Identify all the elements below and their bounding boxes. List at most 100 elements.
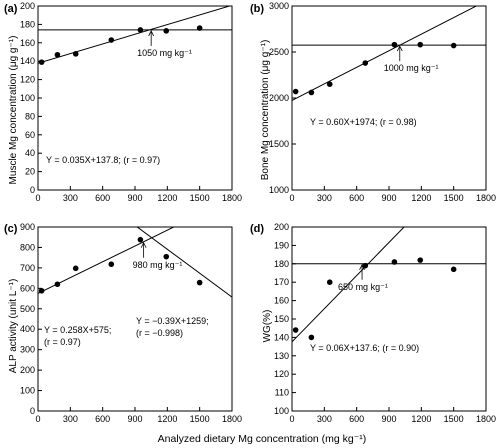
y-tick-label: 160 [20,38,35,48]
panel-c-label: (c) [4,223,18,235]
panel-a-marks [38,6,232,65]
data-point [54,51,61,58]
panel-a-breakpoint-label: 1050 mg kg⁻¹ [137,48,192,58]
y-tick-label: 120 [274,369,289,379]
x-tick-label: 0 [35,414,40,424]
panel-b-axes: 0 300 600 900 1200 1500 1800 1000 1500 2000 2500 30… [269,1,496,203]
y-tick-label: 170 [274,277,289,287]
panel-c-equation-2-line-2: (r = −0.998) [136,328,183,338]
data-point [163,28,170,34]
y-tick-label: 1000 [269,185,289,195]
x-tick-label: 900 [127,193,142,203]
x-tick-label: 300 [317,414,332,424]
x-tick-label: 300 [63,414,78,424]
x-tick-label: 300 [317,193,332,203]
data-point [196,279,203,286]
data-point [108,37,115,43]
figure-xlabel: Analyzed dietary Mg concentration (mg kg… [158,433,367,445]
x-tick-label: 600 [349,193,364,203]
y-tick-label: 2000 [269,93,289,103]
y-tick-label: 100 [20,386,35,396]
y-tick-label: 600 [20,283,35,293]
plot-frame [291,226,487,412]
data-point [308,89,315,96]
panel-a-equation: Y = 0.035X+137.8; (r = 0.97) [46,155,160,165]
data-point [292,327,299,333]
y-tick-label: 400 [20,324,35,334]
regression-line [38,227,175,294]
x-tick-label: 1500 [190,414,210,424]
y-tick-label: 110 [275,388,289,398]
panel-a-axes: 0 300 600 900 1200 1500 1800 0 20 40 60 80 100 120 140… [20,1,242,203]
data-point [38,287,45,294]
y-tick-label: 150 [274,314,289,324]
x-tick-label: 0 [35,193,40,203]
y-tick-label: 180 [274,259,289,269]
x-tick-label: 600 [95,414,110,424]
data-point [137,236,144,243]
regression-line-descending [136,227,232,298]
y-tick-label: 3000 [269,1,289,11]
y-tick-label: 80 [25,111,35,121]
data-point [163,253,170,260]
panel-c-alp-activity: (c) ALP activity (unit L⁻¹) 0 300 600 900 12… [4,222,242,424]
panel-c-breakpoint-label: 980 mg kg⁻¹ [133,260,183,270]
breakpoint-arrow [140,241,147,258]
panel-a-muscle-mg: (a) Muscle Mg concentration (μg g⁻¹) 0 30… [4,1,242,203]
x-tick-label: 1800 [476,414,496,424]
y-tick-label: 2500 [269,47,289,57]
data-point [38,59,45,65]
y-tick-label: 180 [20,19,35,29]
data-point [54,281,61,288]
y-tick-label: 200 [20,1,35,11]
x-tick-label: 900 [381,414,396,424]
x-tick-label: 0 [289,193,294,203]
data-point [391,41,398,48]
panel-b-breakpoint-label: 1000 mg kg⁻¹ [384,63,439,73]
panel-c-marks [38,227,232,298]
data-point [417,257,424,263]
data-point [362,60,369,66]
y-tick-label: 190 [274,240,289,250]
data-point [362,262,369,269]
y-tick-label: 0 [30,406,35,416]
x-tick-label: 600 [349,414,364,424]
panel-b-marks [292,6,486,101]
y-tick-label: 20 [25,167,35,177]
y-tick-label: 900 [20,222,35,232]
panel-b-equation: Y = 0.60X+1974; (r = 0.98) [310,117,417,127]
y-tick-label: 500 [20,304,35,314]
data-point [326,81,333,87]
data-point [391,259,398,265]
y-tick-label: 100 [20,93,35,103]
y-tick-label: 300 [20,345,35,355]
data-point [72,265,79,272]
y-tick-label: 140 [274,332,289,342]
x-tick-label: 1500 [444,193,464,203]
x-tick-label: 1500 [444,414,464,424]
data-point [108,261,115,268]
panel-b-label: (b) [250,3,264,15]
y-tick-label: 140 [20,56,35,66]
panel-c-equation-2-line-1: Y = −0.39X+1259; [136,316,209,326]
panel-c-equation-1-line-2: (r = 0.97) [44,337,81,347]
x-tick-label: 1200 [411,414,431,424]
data-point [450,42,457,49]
x-tick-label: 300 [63,193,78,203]
panel-d-label: (d) [250,223,264,235]
panel-c-equation-1-line-1: Y = 0.258X+575; [44,325,111,335]
regression-line [292,227,405,343]
y-tick-label: 0 [30,185,35,195]
regression-line [292,6,478,101]
panel-d-axes: 0 300 600 900 1200 1500 1800 100 110 120 130 140 150… [274,222,496,424]
y-tick-label: 800 [20,242,35,252]
panel-d-breakpoint-label: 650 mg kg⁻¹ [338,282,388,292]
data-point [137,27,144,33]
x-tick-label: 1200 [157,193,177,203]
regression-line [38,6,232,64]
breakpoint-arrow [359,263,365,280]
y-tick-label: 200 [274,222,289,232]
panel-c-axes: 0 300 600 900 1200 1500 1800 0 100 200 300 400 500 60… [20,222,242,424]
panel-d-ylabel: WG(%) [262,310,273,343]
